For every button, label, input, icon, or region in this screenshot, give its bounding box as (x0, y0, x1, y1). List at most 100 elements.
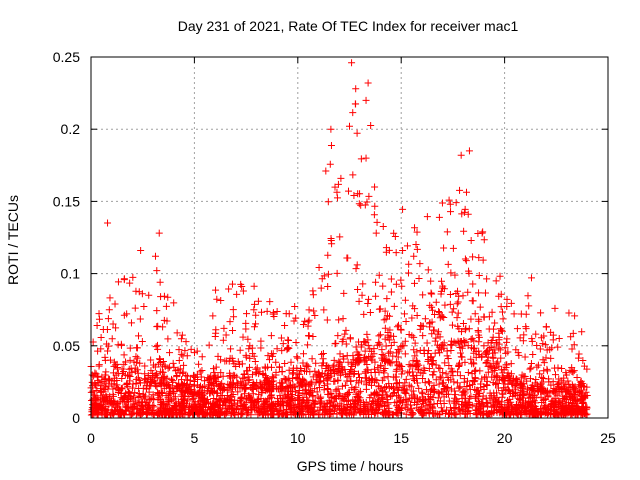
data-point (384, 410, 392, 418)
data-point (301, 317, 309, 325)
data-point (342, 340, 350, 348)
data-point (88, 371, 96, 379)
data-point (518, 390, 526, 398)
data-point (455, 339, 463, 347)
data-point (495, 344, 503, 352)
data-point (200, 383, 208, 391)
data-point (450, 305, 458, 313)
data-point (486, 362, 494, 370)
data-point (217, 385, 225, 393)
data-point (228, 385, 236, 393)
data-point (195, 360, 203, 368)
data-point (177, 335, 185, 343)
data-point (506, 376, 514, 384)
data-point (480, 342, 488, 350)
data-point (493, 409, 501, 417)
data-point (256, 383, 264, 391)
data-point (543, 365, 551, 373)
data-point (422, 409, 430, 417)
data-point (279, 394, 287, 402)
data-point (138, 290, 146, 298)
data-point (536, 345, 544, 353)
data-point (542, 323, 550, 331)
data-point (427, 277, 435, 285)
data-point (425, 347, 433, 355)
data-point (372, 391, 380, 399)
data-point (192, 405, 200, 413)
data-point (305, 316, 313, 324)
data-point (435, 213, 443, 221)
data-point (394, 346, 402, 354)
data-point (540, 359, 548, 367)
data-point (435, 307, 443, 315)
data-point (367, 121, 375, 129)
y-tick-label: 0.2 (61, 121, 81, 137)
data-point (383, 295, 391, 303)
data-point (578, 328, 586, 336)
data-point (212, 363, 220, 371)
data-point (515, 351, 523, 359)
data-point (571, 383, 579, 391)
data-point (452, 399, 460, 407)
y-tick-label: 0.1 (61, 266, 81, 282)
data-point (341, 370, 349, 378)
data-point (555, 379, 563, 387)
data-point (415, 384, 423, 392)
data-point (127, 394, 135, 402)
data-point (413, 228, 421, 236)
data-point (152, 408, 160, 416)
data-point (381, 324, 389, 332)
data-point (372, 404, 380, 412)
data-point (491, 349, 499, 357)
data-point (134, 374, 142, 382)
data-point (374, 341, 382, 349)
data-point (460, 387, 468, 395)
data-point (131, 397, 139, 405)
data-point (507, 411, 515, 419)
data-point (459, 292, 467, 300)
data-point (226, 381, 234, 389)
data-point (458, 210, 466, 218)
data-point (212, 329, 220, 337)
data-point (299, 382, 307, 390)
data-point (224, 395, 232, 403)
data-point (360, 310, 368, 318)
data-point (354, 401, 362, 409)
data-point (457, 151, 465, 159)
data-point (157, 395, 165, 403)
data-point (471, 310, 479, 318)
data-point (465, 267, 473, 275)
data-point (367, 381, 375, 389)
data-point (392, 249, 400, 257)
data-point (405, 260, 413, 268)
data-point (564, 399, 572, 407)
data-point (352, 383, 360, 391)
data-point (475, 289, 483, 297)
data-point (175, 346, 183, 354)
data-point (195, 391, 203, 399)
data-point (191, 349, 199, 357)
data-point (323, 316, 331, 324)
data-point (399, 205, 407, 213)
data-point (453, 300, 461, 308)
data-point (492, 380, 500, 388)
data-point (438, 408, 446, 416)
data-point (131, 389, 139, 397)
data-point (250, 282, 258, 290)
data-point (244, 335, 252, 343)
data-point (441, 383, 449, 391)
data-point (498, 387, 506, 395)
data-point (430, 326, 438, 334)
data-point (446, 404, 454, 412)
data-point (483, 347, 491, 355)
data-point (499, 369, 507, 377)
data-point (252, 365, 260, 373)
data-point (292, 314, 300, 322)
data-point (279, 340, 287, 348)
data-point (362, 385, 370, 393)
data-point (567, 411, 575, 419)
data-point (257, 395, 265, 403)
data-point (559, 392, 567, 400)
data-point (270, 313, 278, 321)
data-point (428, 306, 436, 314)
